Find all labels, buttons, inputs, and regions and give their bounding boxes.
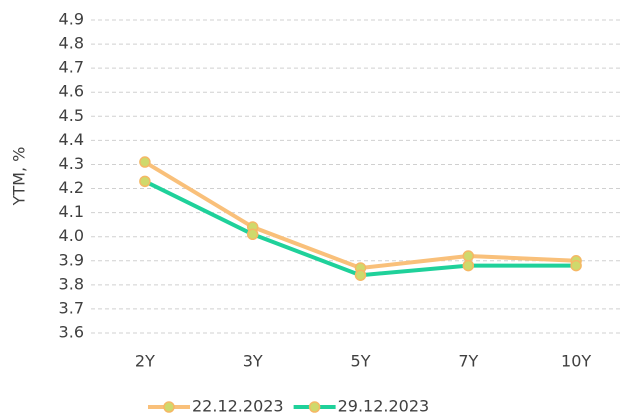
y-tick-label: 4.8 [59,34,84,53]
legend-marker [163,401,175,413]
y-tick-label: 3.6 [59,323,84,342]
y-axis-label: YTM, % [10,147,29,207]
legend-label: 22.12.2023 [192,397,284,416]
y-tick-label: 3.7 [59,298,84,317]
y-tick-label: 4.6 [59,82,84,101]
y-tick-label: 4.3 [59,154,84,173]
x-tick-label: 7Y [458,352,478,371]
x-tick-label: 5Y [351,352,371,371]
legend-label: 29.12.2023 [338,397,430,416]
y-tick-label: 3.9 [59,250,84,269]
x-tick-label: 3Y [243,352,263,371]
marker [354,269,367,281]
legend-marker [308,401,321,413]
y-tick-label: 4.0 [59,226,84,245]
y-tick-label: 4.5 [59,106,84,125]
y-tick-label: 4.2 [59,178,84,197]
y-tick-label: 4.7 [59,58,84,77]
y-tick-label: 4.1 [59,202,84,221]
marker [462,259,475,272]
marker [570,259,582,272]
y-tick-label: 3.8 [59,274,84,293]
marker [139,175,151,188]
y-tick-label: 4.4 [59,130,84,149]
y-tick-label: 4.9 [59,10,84,29]
marker [139,156,151,168]
marker [246,228,259,241]
marker [462,250,475,262]
x-tick-label: 2Y [135,352,155,371]
x-tick-label: 10Y [561,352,591,371]
